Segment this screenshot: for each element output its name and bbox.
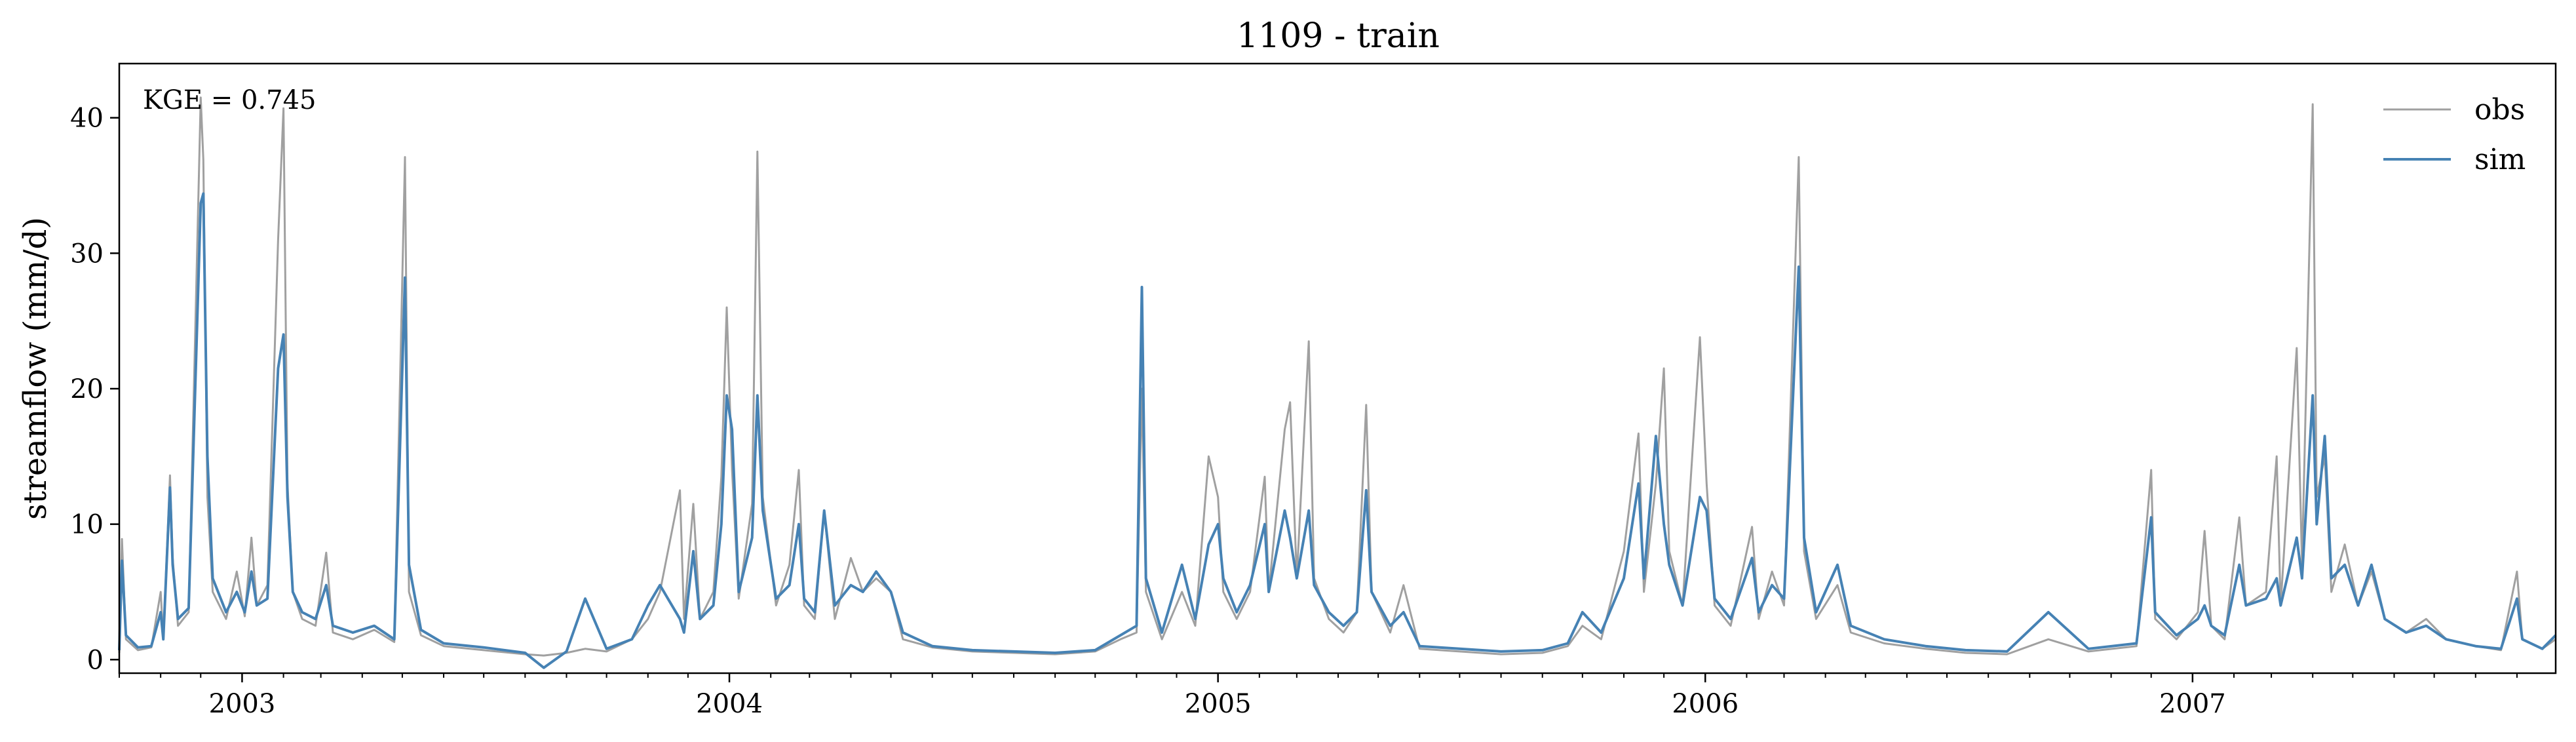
plot-frame [118, 62, 2557, 674]
y-tick-label: 0 [87, 645, 104, 675]
x-axis: 2003 2004 2005 2006 2007 [119, 673, 2518, 719]
x-tick-label: 2005 [1185, 689, 1252, 719]
legend-label-obs: obs [2474, 93, 2525, 127]
y-axis-label: streamflow (mm/d) [17, 217, 54, 520]
x-tick-label: 2006 [1672, 689, 1739, 719]
y-axis: 0 10 20 30 40 [70, 104, 119, 675]
y-tick-label: 20 [70, 374, 104, 404]
plot-area [118, 96, 2557, 669]
series-line-obs [118, 96, 2556, 657]
legend-label-sim: sim [2474, 143, 2526, 176]
y-tick-label: 30 [70, 239, 104, 269]
y-tick-label: 10 [70, 510, 104, 540]
x-tick-label: 2003 [209, 689, 276, 719]
legend: obs sim [2383, 93, 2526, 176]
x-tick-label: 2004 [696, 689, 763, 719]
y-tick-label: 40 [70, 104, 104, 134]
series-line-sim [118, 192, 2557, 669]
x-tick-label: 2007 [2159, 689, 2226, 719]
chart-title: 1109 - train [1237, 16, 1440, 56]
kge-annotation: KGE = 0.745 [143, 85, 317, 115]
